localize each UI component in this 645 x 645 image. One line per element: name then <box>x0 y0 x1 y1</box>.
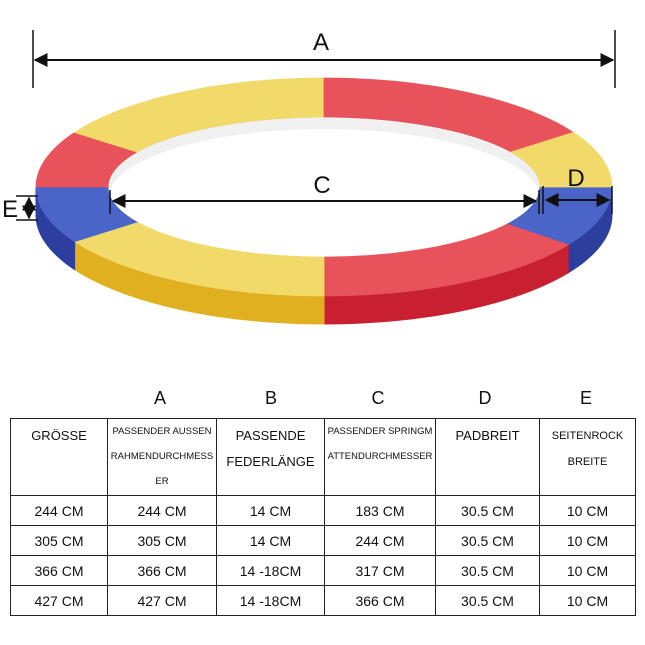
column-letter-c: C <box>371 388 385 408</box>
dimension-c: C <box>109 172 540 214</box>
dimension-a-label: A <box>313 29 329 56</box>
cell-a: 366 CM <box>107 555 217 586</box>
column-letter-b: B <box>264 388 277 408</box>
cell-b: 14 CM <box>216 525 325 556</box>
pad-ring-top <box>35 77 613 297</box>
dimension-e: E <box>2 195 38 223</box>
size-spec-table: GRÖSSE PASSENDER AUSSENRAHMENDURCHMESSER… <box>10 418 636 616</box>
dimension-a: A <box>32 29 616 88</box>
cell-a: 305 CM <box>107 525 217 556</box>
table-row: 427 CM 427 CM 14 -18CM 366 CM 30.5 CM 10… <box>10 585 636 616</box>
cell-e: 10 CM <box>539 585 636 616</box>
cell-size: 427 CM <box>10 585 108 616</box>
column-letter-d: D <box>478 388 492 408</box>
cell-size: 366 CM <box>10 555 108 586</box>
cell-c: 317 CM <box>324 555 436 586</box>
column-letter-a: A <box>153 388 166 408</box>
cell-c: 366 CM <box>324 585 436 616</box>
table-header-row: GRÖSSE PASSENDER AUSSENRAHMENDURCHMESSER… <box>10 418 636 496</box>
cell-d: 30.5 CM <box>435 495 540 526</box>
cell-a: 427 CM <box>107 585 217 616</box>
table-row: 366 CM 366 CM 14 -18CM 317 CM 30.5 CM 10… <box>10 555 636 586</box>
cell-e: 10 CM <box>539 495 636 526</box>
table-row: 244 CM 244 CM 14 CM 183 CM 30.5 CM 10 CM <box>10 495 636 526</box>
header-c: PASSENDER SPRINGMATTENDURCHMESSER <box>324 418 436 496</box>
header-d: PADBREIT <box>435 418 540 496</box>
cell-c: 244 CM <box>324 525 436 556</box>
cell-c: 183 CM <box>324 495 436 526</box>
pad-inner-wall <box>108 117 540 199</box>
cell-d: 30.5 CM <box>435 555 540 586</box>
dimension-d: D <box>542 165 613 214</box>
dimension-d-label: D <box>567 165 584 192</box>
trampoline-pad-diagram: A C D E <box>2 29 616 325</box>
cell-size: 305 CM <box>10 525 108 556</box>
cell-a: 244 CM <box>107 495 217 526</box>
header-b: PASSENDE FEDERLÄNGE <box>216 418 325 496</box>
cell-e: 10 CM <box>539 555 636 586</box>
pad-segment-yellow <box>510 132 613 188</box>
dimension-c-label: C <box>313 172 330 199</box>
cell-b: 14 CM <box>216 495 325 526</box>
column-letter-e: E <box>579 388 592 408</box>
cell-d: 30.5 CM <box>435 525 540 556</box>
table-row: 305 CM 305 CM 14 CM 244 CM 30.5 CM 10 CM <box>10 525 636 556</box>
header-size: GRÖSSE <box>10 418 108 496</box>
dimension-e-label: E <box>2 196 18 223</box>
cell-size: 244 CM <box>10 495 108 526</box>
header-e: SEITENROCK BREITE <box>539 418 636 496</box>
cell-d: 30.5 CM <box>435 585 540 616</box>
cell-b: 14 -18CM <box>216 585 325 616</box>
cell-e: 10 CM <box>539 525 636 556</box>
header-a: PASSENDER AUSSENRAHMENDURCHMESSER <box>107 418 217 496</box>
cell-b: 14 -18CM <box>216 555 325 586</box>
